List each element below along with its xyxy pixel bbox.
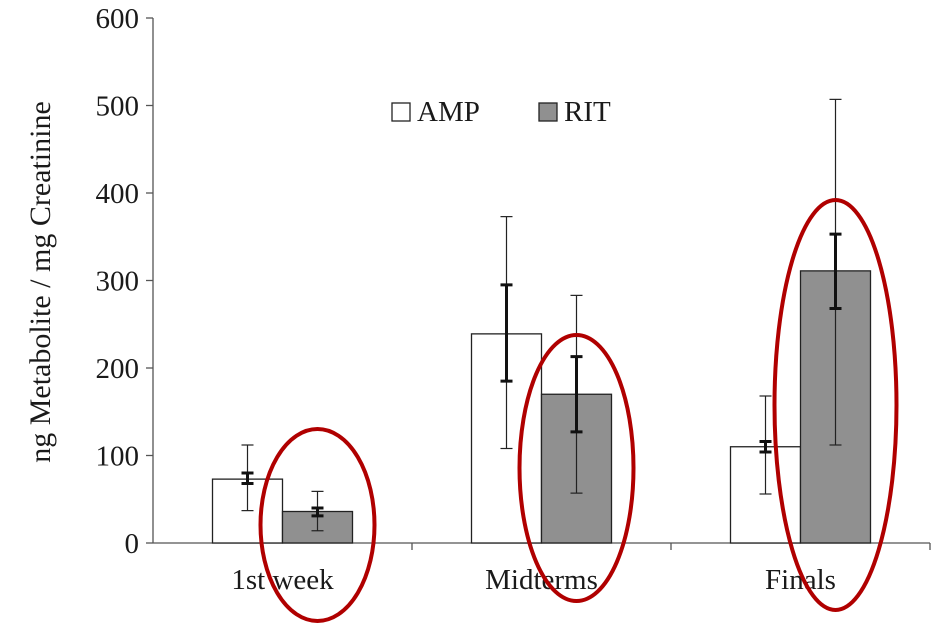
highlight-ellipses — [258, 198, 899, 623]
y-axis: 0 100 200 300 400 500 600 — [96, 3, 154, 560]
y-tick-label: 500 — [96, 91, 140, 123]
bars — [211, 270, 872, 544]
y-tick-label: 100 — [96, 441, 140, 473]
y-tick-label: 0 — [125, 528, 140, 560]
legend-label-rit: RIT — [564, 96, 611, 128]
highlight-ellipse — [258, 427, 377, 623]
legend: AMP RIT — [391, 96, 611, 128]
highlight-ellipse — [772, 198, 899, 612]
legend-label-amp: AMP — [417, 96, 480, 128]
y-tick-label: 600 — [96, 3, 140, 35]
legend-swatch-amp — [391, 102, 411, 122]
y-tick-label: 300 — [96, 266, 140, 298]
y-tick-label: 400 — [96, 178, 140, 210]
y-tick-label: 200 — [96, 353, 140, 385]
legend-swatch-rit — [538, 102, 558, 122]
x-tick-label: 1st week — [231, 564, 334, 596]
highlight-ellipse — [517, 333, 636, 603]
y-axis-title: ng Metabolite / mg Creatinine — [24, 101, 57, 463]
error-bars — [241, 98, 842, 532]
